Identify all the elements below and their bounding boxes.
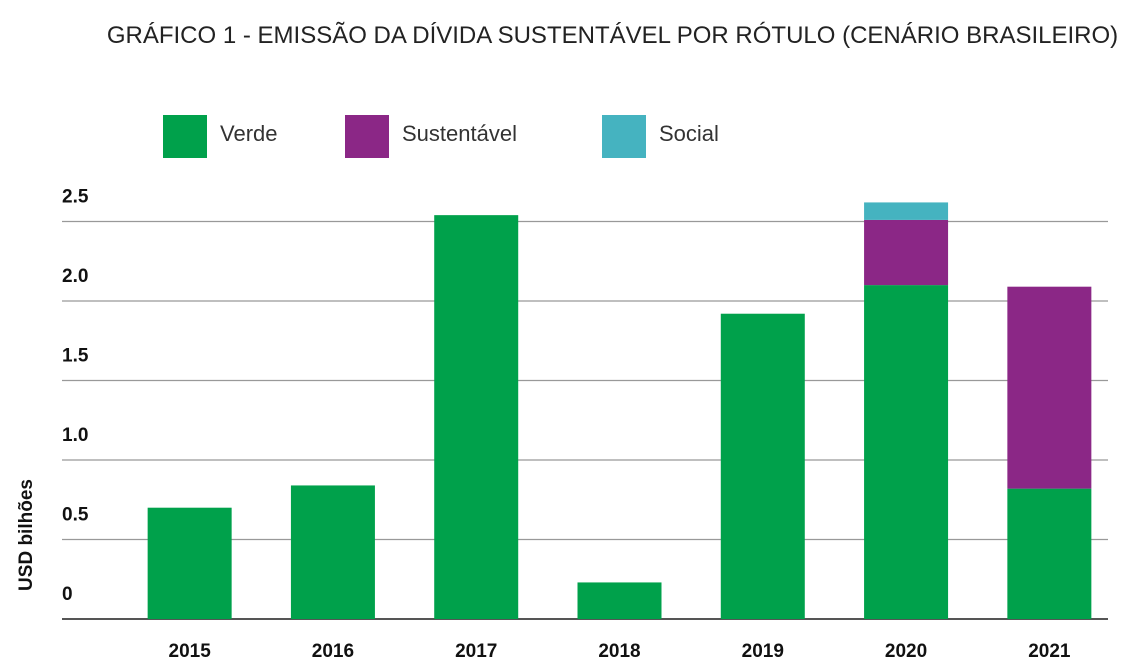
x-tick-label: 2015: [169, 641, 212, 662]
legend-label: Social: [659, 121, 719, 146]
bar-segment: [1007, 488, 1092, 619]
x-tick-label: 2018: [598, 641, 640, 662]
y-tick-label: 0: [62, 584, 73, 605]
x-tick-label: 2016: [312, 641, 354, 662]
x-tick-label: 2021: [1028, 641, 1071, 662]
bar-segment: [434, 215, 519, 619]
bar-segment: [577, 582, 662, 619]
legend-label: Verde: [220, 121, 278, 146]
bar-segment: [864, 219, 949, 286]
bar-segment: [864, 285, 949, 619]
bar-segment: [290, 485, 375, 619]
legend-swatch: [345, 115, 389, 158]
y-tick-label: 1.5: [62, 346, 89, 367]
y-tick-label: 1.0: [62, 425, 88, 446]
x-tick-label: 2019: [742, 641, 784, 662]
y-tick-label: 2.0: [62, 266, 88, 287]
y-tick-label: 0.5: [62, 505, 89, 526]
chart-title: GRÁFICO 1 - EMISSÃO DA DÍVIDA SUSTENTÁVE…: [106, 22, 1119, 49]
legend-swatch: [163, 115, 207, 158]
y-axis-label: USD bilhões: [16, 479, 37, 591]
bar-segment: [147, 507, 232, 619]
bar-segment: [720, 313, 805, 619]
legend-label: Sustentável: [402, 121, 517, 146]
bar-segment: [1007, 286, 1092, 489]
x-tick-label: 2017: [455, 641, 497, 662]
legend-swatch: [602, 115, 646, 158]
x-tick-label: 2020: [885, 641, 927, 662]
y-tick-label: 2.5: [62, 187, 89, 208]
bar-segment: [864, 202, 949, 220]
